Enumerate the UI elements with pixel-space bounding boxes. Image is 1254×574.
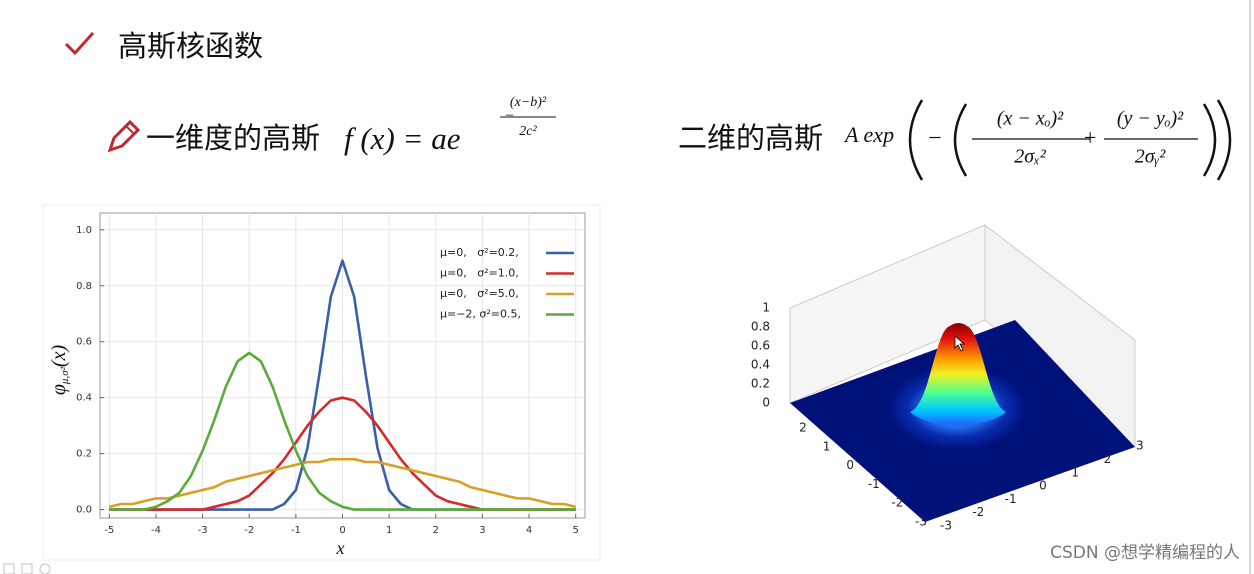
right-tick-label: 3 bbox=[1136, 439, 1144, 453]
legend-label: μ=0, σ²=5.0, bbox=[440, 287, 519, 300]
formula-2d-lead: A exp bbox=[843, 122, 894, 147]
exponent-denominator: 2c² bbox=[519, 124, 537, 139]
legend-label: μ=0, σ²=1.0, bbox=[440, 267, 519, 280]
formula-2d-label: 二维的高斯 bbox=[678, 121, 823, 155]
y-tick-label: 0.6 bbox=[76, 337, 92, 348]
surface-plot: 0 0.2 0.4 0.6 0.8 1 2 1 0 -1 -2 -3 -3 -2 -1 0 1 2 3 bbox=[751, 223, 1144, 533]
numerator-2: (y − yₒ)² bbox=[1117, 108, 1184, 130]
left-tick-label: 1 bbox=[823, 439, 831, 453]
watermark: CSDN @想学精编程的人 bbox=[1050, 543, 1240, 563]
formula-1d-label: 一维度的高斯 bbox=[146, 121, 320, 155]
z-tick-label: 0.8 bbox=[751, 320, 770, 334]
x-tick-label: -5 bbox=[104, 525, 114, 536]
formula-1d-lhs: f (x) = ae bbox=[344, 121, 461, 156]
formula-2d-sign: − bbox=[928, 126, 942, 152]
paren bbox=[1202, 103, 1217, 177]
x-tick-label: 5 bbox=[572, 525, 578, 536]
right-tick-label: 0 bbox=[1039, 479, 1047, 493]
plus: + bbox=[1084, 125, 1096, 150]
x-tick-label: 4 bbox=[526, 525, 532, 536]
x-tick-label: -4 bbox=[151, 525, 161, 536]
left-tick-label: -3 bbox=[915, 515, 927, 529]
pencil-icon bbox=[107, 119, 141, 153]
denominator-2: 2σᵧ² bbox=[1135, 146, 1166, 168]
x-tick-label: -2 bbox=[244, 525, 254, 536]
title: 高斯核函数 bbox=[118, 29, 263, 63]
series-line bbox=[109, 351, 576, 511]
legend-label: μ=0, σ²=0.2, bbox=[440, 246, 519, 259]
y-tick-label: 0.2 bbox=[76, 449, 92, 460]
x-tick-label: 0 bbox=[339, 525, 345, 536]
x-tick-label: 1 bbox=[386, 525, 392, 536]
y-label-subscript: μ,σ² bbox=[59, 366, 71, 385]
z-tick-label: 0.6 bbox=[751, 339, 770, 353]
y-tick-label: 0.4 bbox=[76, 393, 92, 404]
numerator-1: (x − xₒ)² bbox=[997, 108, 1064, 130]
x-axis-label: x bbox=[336, 538, 345, 558]
paren bbox=[908, 99, 924, 181]
left-tick-label: -2 bbox=[891, 496, 903, 510]
right-tick-label: -1 bbox=[1005, 492, 1017, 506]
right-tick-label: -2 bbox=[972, 505, 984, 519]
z-tick-label: 1 bbox=[762, 301, 770, 315]
y-label-argument: (x) bbox=[48, 345, 70, 368]
denominator-1: 2σₓ² bbox=[1014, 146, 1047, 168]
left-tick-label: 0 bbox=[846, 458, 854, 472]
check-icon bbox=[64, 31, 95, 56]
x-tick-label: -3 bbox=[198, 525, 208, 536]
exponent-sign: − bbox=[505, 108, 514, 125]
right-tick-label: -3 bbox=[940, 519, 952, 533]
paren bbox=[953, 103, 968, 177]
y-tick-label: 0.8 bbox=[76, 281, 92, 292]
cursor bbox=[954, 335, 966, 352]
z-tick-label: 0.4 bbox=[751, 358, 770, 372]
left-tick-label: -1 bbox=[868, 477, 880, 491]
series-line bbox=[108, 457, 577, 509]
right-tick-label: 1 bbox=[1071, 465, 1079, 479]
paren bbox=[1216, 99, 1232, 181]
y-tick-label: 1.0 bbox=[76, 225, 92, 236]
x-tick-label: 2 bbox=[433, 525, 439, 536]
left-tick-label: 2 bbox=[799, 421, 807, 435]
right-tick-label: 2 bbox=[1104, 452, 1112, 466]
y-axis-label: φμ,σ²(x) bbox=[48, 345, 71, 396]
legend-label: μ=−2, σ²=0.5, bbox=[440, 308, 521, 321]
exponent-numerator: (x−b)² bbox=[510, 95, 547, 110]
y-tick-label: 0.0 bbox=[76, 505, 92, 516]
line-chart: -5 -4 -3 -2 -1 0 1 2 3 4 5 0.0 0.2 0.4 0.6 0.8 1.0 x φμ,σ²… bbox=[48, 212, 586, 558]
z-tick-label: 0 bbox=[762, 396, 770, 410]
y-label-symbol: φ bbox=[48, 384, 70, 395]
x-tick-label: -1 bbox=[291, 525, 301, 536]
surface-peak bbox=[910, 323, 1006, 426]
x-tick-label: 3 bbox=[479, 525, 485, 536]
toolbar bbox=[3, 563, 51, 574]
z-tick-label: 0.2 bbox=[751, 377, 770, 391]
